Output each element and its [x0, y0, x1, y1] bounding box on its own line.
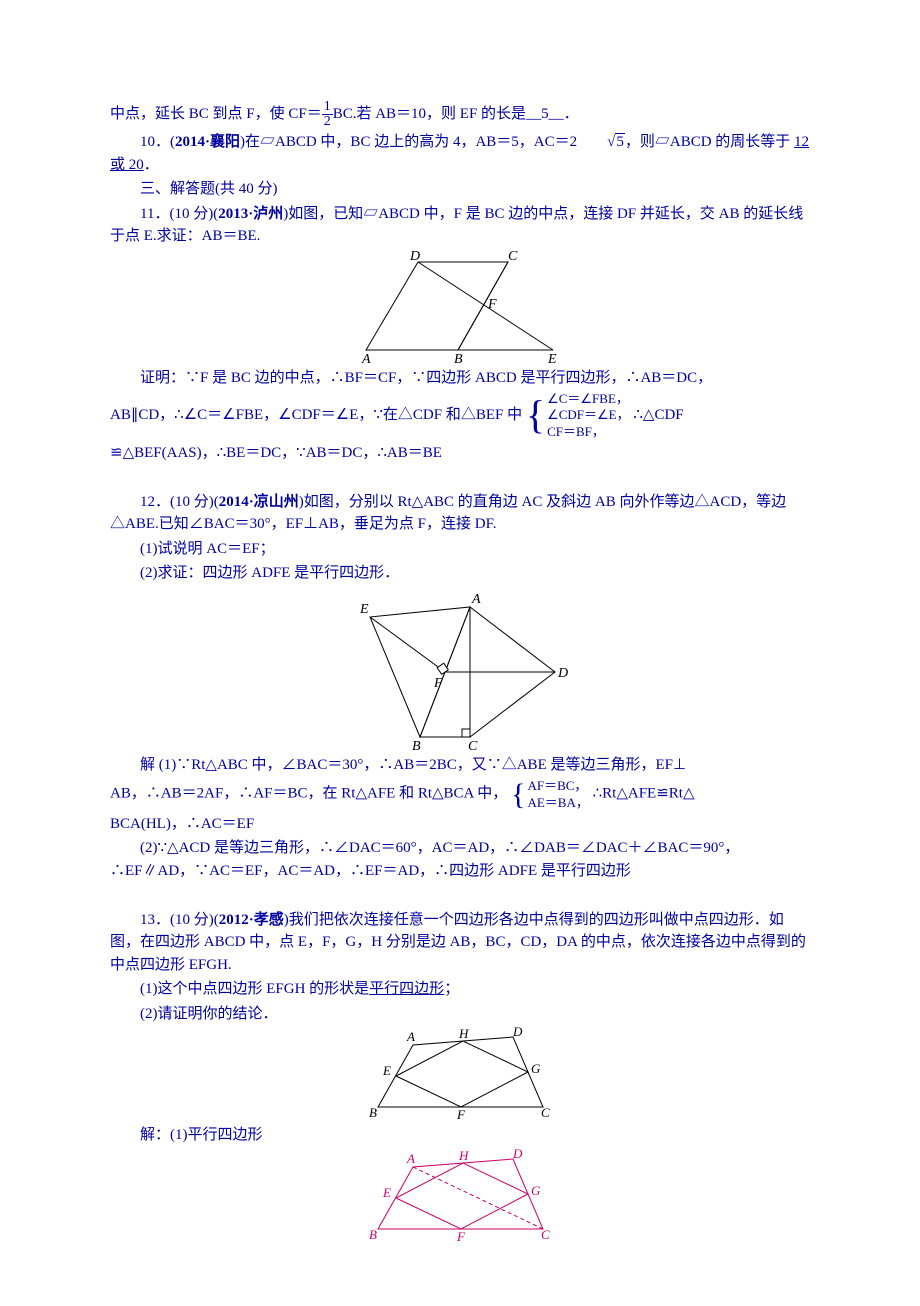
q10-text-b: ，则▱ABCD 的周长等于 [625, 134, 790, 150]
q13-lead: 13．(10 分)( [140, 912, 219, 928]
svg-text:F: F [487, 297, 497, 312]
q11-case-0: ∠C＝∠FBE， [547, 391, 629, 406]
q10-line: 10．(2014·襄阳)在▱ABCD 中，BC 边上的高为 4，AB＝5，AC＝… [110, 131, 810, 176]
q9-frac: 12 [322, 100, 333, 129]
svg-text:D: D [557, 666, 568, 681]
q13-sub1-answer: 平行四边形 [369, 981, 444, 997]
svg-text:F: F [456, 1107, 466, 1122]
svg-text:D: D [512, 1149, 523, 1161]
q13-figure-1: A B C D E F G H [110, 1027, 810, 1122]
svg-text:G: G [531, 1183, 541, 1198]
q13-stem: 13．(10 分)(2012·孝感)我们把依次连接任意一个四边形各边中点得到的四… [110, 909, 810, 977]
svg-text:B: B [369, 1105, 377, 1120]
q10-tag: 2014·襄阳 [175, 134, 240, 150]
q11-stem: 11．(10 分)(2013·泸州)如图，已知▱ABCD 中，F 是 BC 边的… [110, 203, 810, 248]
q10-tail: ． [144, 157, 159, 173]
q12-sub2: (2)求证：四边形 ADFE 是平行四边形． [110, 562, 810, 585]
svg-text:E: E [359, 602, 369, 617]
svg-text:D: D [409, 250, 420, 264]
q13-sol-label: 解：(1)平行四边形 [110, 1124, 810, 1147]
q12-case-1: AE＝BA， [527, 795, 588, 810]
svg-text:F: F [456, 1229, 466, 1244]
q13-sub1-a: (1)这个中点四边形 EFGH 的形状是 [140, 981, 369, 997]
q11-figure: A B E D C F [110, 250, 810, 365]
q9-blank: __5__ [526, 106, 564, 122]
q11-proof-a: 证明：∵F 是 BC 边的中点，∴BF＝CF，∵四边形 ABCD 是平行四边形，… [110, 367, 810, 390]
q9-text-a: 中点，延长 BC 到点 F，使 CF＝ [110, 106, 322, 122]
svg-text:C: C [508, 250, 518, 264]
q10-sqrt: 5 [577, 131, 625, 154]
svg-text:B: B [412, 739, 421, 752]
svg-text:B: B [454, 352, 463, 365]
svg-text:A: A [406, 1151, 415, 1166]
q11-case-1: ∠CDF＝∠E， [547, 407, 630, 422]
q12-sol1-b-prefix: AB，∴AB＝2AF，∴AF＝BC，在 Rt△AFE 和 Rt△BCA 中， [110, 786, 507, 802]
q12-cases: { AF＝BC， AE＝BA， [511, 778, 589, 811]
q12-figure: A B C D E F [110, 587, 810, 752]
q13-sub2: (2)请证明你的结论． [110, 1003, 810, 1026]
q11-proof-b-prefix: AB∥CD，∴∠C＝∠FBE，∠CDF＝∠E，∵在△CDF 和△BEF 中 [110, 407, 522, 423]
q11-cases: { ∠C＝∠FBE， ∠CDF＝∠E， CF＝BF， [526, 391, 630, 440]
q10-lead: 10．( [140, 134, 175, 150]
svg-text:E: E [382, 1185, 391, 1200]
q9-tail: ． [564, 106, 579, 122]
svg-text:A: A [406, 1029, 415, 1044]
q12-tag: 2014·凉山州 [219, 494, 299, 510]
q11-proof-b: AB∥CD，∴∠C＝∠FBE，∠CDF＝∠E，∵在△CDF 和△BEF 中 { … [110, 391, 810, 440]
q12-case-0: AF＝BC， [527, 778, 587, 793]
svg-text:A: A [471, 592, 481, 607]
q12-stem: 12．(10 分)(2014·凉山州)如图，分别以 Rt△ABC 的直角边 AC… [110, 491, 810, 536]
q11-lead: 11．(10 分)( [140, 206, 218, 222]
svg-text:C: C [468, 739, 478, 752]
svg-text:H: H [458, 1027, 469, 1041]
q12-sol1-a: 解 (1)∵Rt△ABC 中，∠BAC＝30°，∴AB＝2BC，又∵△ABE 是… [110, 754, 810, 777]
q12-sol1-c: BCA(HL)，∴AC＝EF [110, 813, 810, 836]
q12-lead: 12．(10 分)( [140, 494, 219, 510]
q11-tag: 2013·泸州 [218, 206, 283, 222]
q13-figure-2: A B C D E F G H [110, 1149, 810, 1244]
q11-proof-c: ≌△BEF(AAS)，∴BE＝DC，∵AB＝DC，∴AB＝BE [110, 442, 810, 465]
svg-text:H: H [458, 1149, 469, 1163]
q11-proof-b-suffix: ∴△CDF [633, 407, 683, 423]
svg-text:E: E [547, 352, 557, 365]
svg-text:F: F [433, 676, 443, 691]
svg-text:A: A [361, 352, 371, 365]
q12-sol1-b: AB，∴AB＝2AF，∴AF＝BC，在 Rt△AFE 和 Rt△BCA 中， {… [110, 778, 810, 811]
q12-sub1: (1)试说明 AC＝EF； [110, 538, 810, 561]
svg-text:G: G [531, 1061, 541, 1076]
q9-text-b: BC.若 AB＝10，则 EF 的长是 [333, 106, 526, 122]
svg-text:D: D [512, 1027, 523, 1039]
svg-text:B: B [369, 1227, 377, 1242]
q9-line: 中点，延长 BC 到点 F，使 CF＝12BC.若 AB＝10，则 EF 的长是… [110, 100, 810, 129]
section-three-title: 三、解答题(共 40 分) [110, 178, 810, 201]
q12-sol1-b-suffix: ∴Rt△AFE≌Rt△ [593, 786, 695, 802]
svg-text:C: C [541, 1105, 550, 1120]
svg-text:E: E [382, 1063, 391, 1078]
q13-sub1-b: ； [444, 981, 459, 997]
q10-text-a: )在▱ABCD 中，BC 边上的高为 4，AB＝5，AC＝2 [240, 134, 577, 150]
q13-tag: 2012·孝感 [219, 912, 284, 928]
q13-sub1: (1)这个中点四边形 EFGH 的形状是平行四边形； [110, 978, 810, 1001]
q11-case-2: CF＝BF， [547, 424, 605, 439]
q12-sol2: (2)∵△ACD 是等边三角形，∴∠DAC＝60°，AC＝AD，∴∠DAB＝∠D… [110, 837, 810, 882]
svg-text:C: C [541, 1227, 550, 1242]
